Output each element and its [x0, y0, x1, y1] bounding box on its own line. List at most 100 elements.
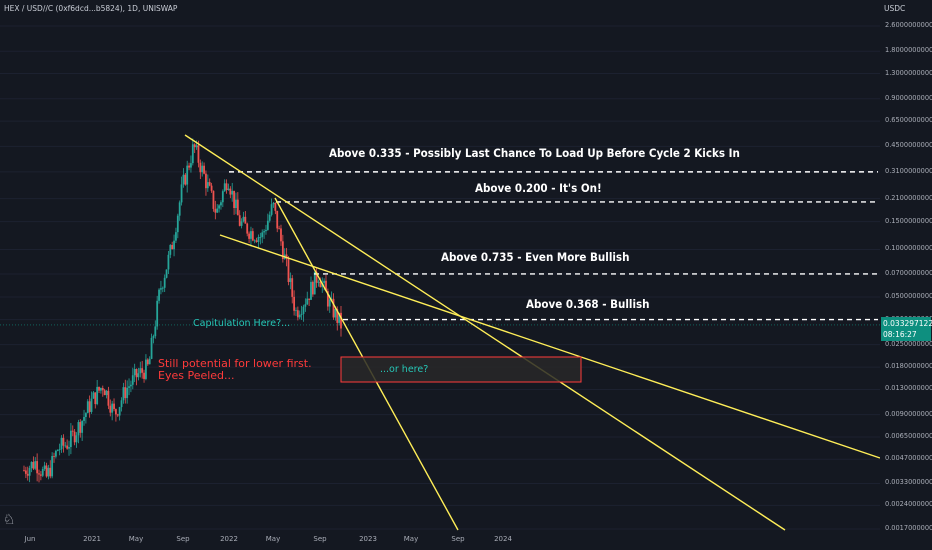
candle-body — [113, 403, 115, 410]
candle-body — [210, 185, 213, 191]
candle-body — [193, 144, 196, 148]
candle-body — [293, 296, 296, 311]
currency-label: USDC — [884, 4, 906, 13]
y-tick-label: 0.0700000000 — [885, 268, 932, 277]
candle-body — [242, 216, 245, 222]
trendline-main — [184, 134, 786, 531]
candle-body — [83, 417, 85, 421]
candle-body — [54, 450, 57, 457]
x-tick-label: May — [403, 535, 419, 543]
candle-body — [268, 214, 271, 221]
candle-body — [161, 287, 164, 289]
horizontal-levels — [0, 171, 880, 326]
candle-body — [244, 216, 247, 224]
candle-body — [169, 244, 172, 255]
candle-body — [145, 359, 147, 379]
candle-body — [338, 312, 341, 323]
x-tick-label: 2024 — [494, 535, 512, 543]
capitulation-note[interactable]: Capitulation Here?... — [193, 318, 291, 329]
candle-body — [250, 231, 252, 239]
level-label-0335[interactable]: Above 0.335 - Possibly Last Chance To Lo… — [329, 146, 740, 160]
candle-body — [116, 414, 119, 416]
candle-body — [66, 445, 69, 449]
y-tick-label: 0.0065000000 — [885, 431, 932, 440]
candle-body — [225, 183, 228, 190]
candle-body — [334, 308, 337, 318]
y-tick-label: 1.3000000000 — [885, 68, 932, 77]
candle-body — [115, 409, 117, 415]
y-tick-label: 1.8000000000 — [885, 46, 932, 55]
candle-body — [270, 204, 273, 215]
candle-body — [328, 299, 331, 307]
last-price-tag: 0.0332971228 08:16:27 — [881, 317, 932, 341]
x-tick-label: 2023 — [359, 535, 377, 543]
x-tick-label: May — [128, 535, 144, 543]
candle-body — [308, 298, 311, 300]
symbol-title[interactable]: HEX / USD//C (0xf6dcd...b5824), 1D, UNIS… — [4, 4, 178, 13]
level-label-0735[interactable]: Above 0.735 - Even More Bullish — [441, 250, 630, 264]
candle-body — [64, 445, 67, 447]
candle-body — [218, 205, 220, 209]
candle-body — [176, 215, 179, 233]
candle-body — [296, 310, 299, 318]
y-tick-label: 0.9000000000 — [885, 93, 932, 102]
y-tick-label: 0.0130000000 — [885, 384, 932, 393]
candle-body — [216, 208, 219, 213]
candle-body — [92, 392, 95, 399]
y-tick-label: 0.6500000000 — [885, 116, 932, 125]
candle-body — [220, 202, 222, 206]
candle-body — [150, 337, 153, 359]
candle-body — [94, 392, 97, 405]
candle-body — [98, 386, 100, 391]
candle-body — [221, 191, 224, 203]
candle-body — [45, 465, 48, 477]
candle-body — [208, 182, 211, 186]
candle-body — [227, 188, 230, 190]
candle-body — [236, 199, 239, 216]
candle-body — [58, 449, 61, 451]
candle-body — [88, 401, 91, 412]
candle-body — [255, 240, 258, 242]
candle-body — [105, 390, 108, 396]
candle-body — [130, 384, 132, 387]
tradingview-logo-icon[interactable]: ♘ — [3, 512, 16, 528]
candle-body — [190, 163, 192, 168]
level-label-0200[interactable]: Above 0.200 - It's On! — [475, 181, 602, 195]
y-tick-label: 0.0180000000 — [885, 362, 932, 371]
y-tick-label: 0.4500000000 — [885, 141, 932, 150]
candle-body — [23, 470, 25, 472]
candle-body — [310, 281, 312, 300]
still-potential-note[interactable]: Still potential for lower first. Eyes Pe… — [158, 357, 312, 382]
candle-body — [118, 407, 121, 416]
candle-body — [313, 271, 316, 295]
x-tick-label: 2021 — [83, 535, 101, 543]
candle-body — [265, 229, 267, 232]
candle-body — [32, 461, 35, 469]
candle-body — [205, 173, 207, 189]
candle-body — [257, 237, 260, 242]
target-box — [340, 356, 582, 383]
candle-body — [231, 190, 234, 195]
candle-body — [289, 278, 292, 283]
candle-body — [154, 326, 157, 337]
candle-body — [107, 390, 110, 406]
y-tick-label: 0.0047000000 — [885, 454, 932, 463]
price-axis[interactable] — [880, 0, 932, 550]
candle-body — [214, 208, 217, 213]
candles-group — [23, 138, 342, 483]
candle-body — [53, 456, 55, 457]
or-here-note[interactable]: ...or here? — [380, 364, 429, 375]
level-label-0368[interactable]: Above 0.368 - Bullish — [526, 297, 650, 311]
candle-body — [280, 228, 282, 242]
candle-body — [182, 174, 185, 185]
candle-body — [332, 298, 335, 318]
candle-body — [263, 231, 265, 233]
last-price-value: 0.0332971228 — [883, 319, 932, 328]
candle-body — [148, 358, 151, 365]
candle-body — [278, 228, 281, 230]
candle-body — [259, 237, 262, 238]
candle-body — [203, 165, 205, 174]
candle-body — [26, 473, 29, 476]
candle-body — [336, 308, 339, 323]
